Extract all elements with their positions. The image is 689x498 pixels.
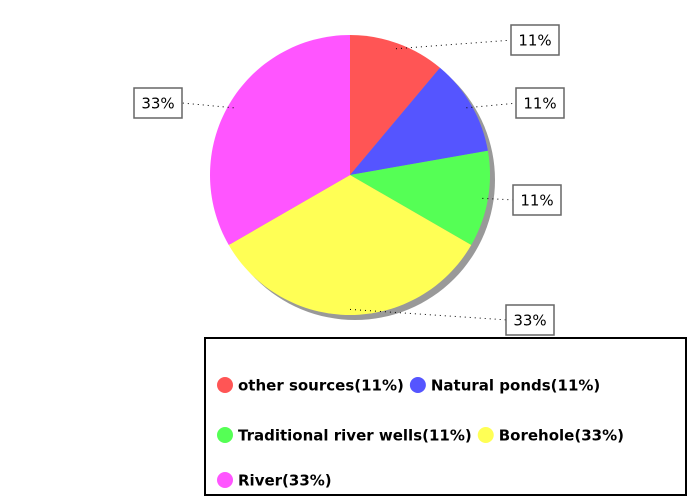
label-box [510, 24, 560, 56]
legend-swatch [477, 427, 494, 443]
pie-slice [210, 35, 350, 245]
data-label: 33% [141, 95, 174, 113]
legend-label: Borehole(33%) [499, 427, 624, 445]
legend-label: Traditional river wells(11%) [238, 427, 472, 445]
legend-box [204, 337, 687, 496]
leader-line [466, 102, 519, 109]
label-box [133, 87, 183, 119]
legend-swatch [217, 427, 233, 443]
data-label: 11% [520, 192, 553, 210]
leader-line [395, 39, 514, 50]
data-label: 33% [513, 312, 546, 330]
leader-line [181, 102, 234, 109]
legend-swatch [217, 472, 233, 488]
legend-label: other sources(11%) [238, 377, 404, 395]
label-box [515, 87, 565, 119]
pie-slice [350, 67, 488, 175]
data-label: 11% [518, 32, 551, 50]
label-box [505, 304, 555, 336]
legend-label: Natural ponds(11%) [431, 377, 600, 395]
legend-swatch [409, 377, 426, 393]
data-label: 11% [523, 95, 556, 113]
label-box [512, 184, 562, 216]
pie-slice [350, 35, 440, 175]
pie-slice [350, 150, 490, 245]
legend-swatch [217, 377, 233, 393]
leader-line [482, 197, 516, 201]
pie-slice [228, 175, 472, 315]
legend-label: River(33%) [238, 472, 332, 490]
